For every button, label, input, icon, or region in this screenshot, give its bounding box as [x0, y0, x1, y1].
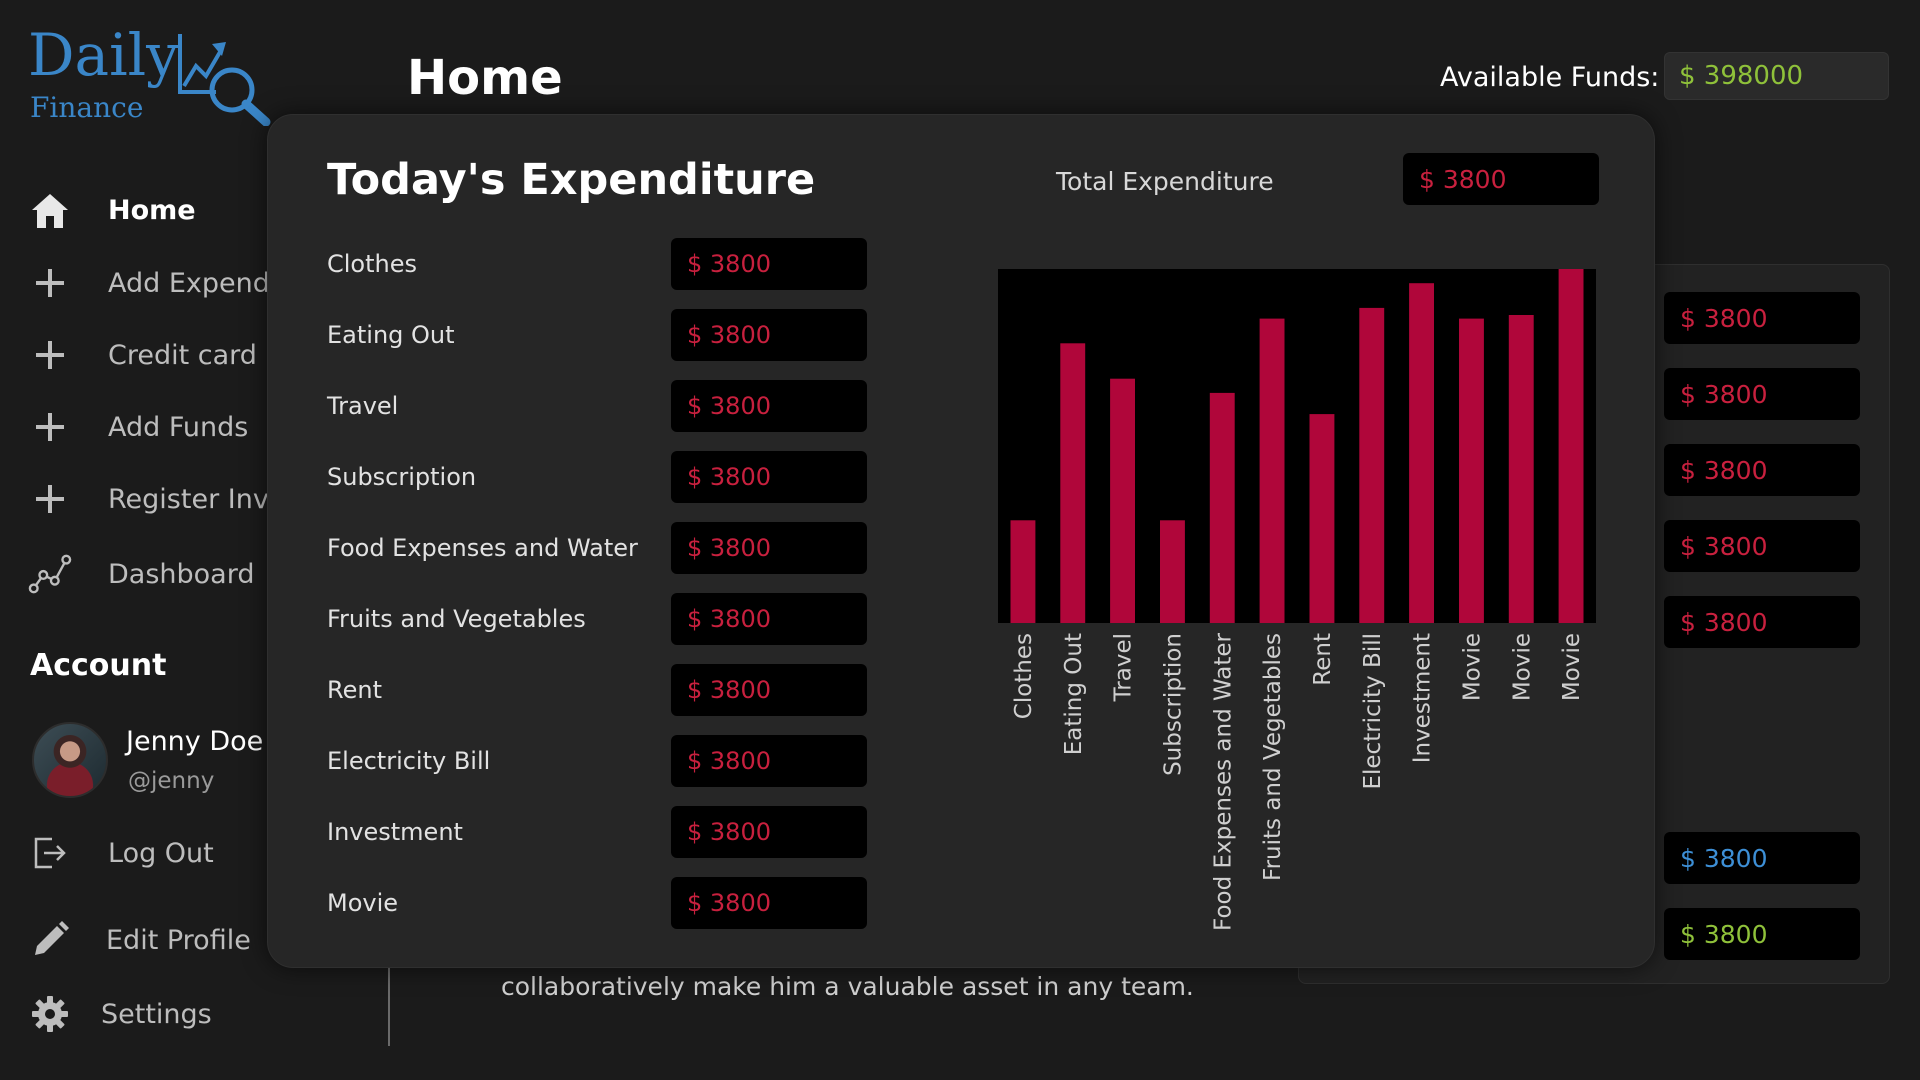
- user-handle: @jenny: [128, 768, 215, 794]
- page-title: Home: [407, 50, 563, 106]
- expense-value-travel: $ 3800: [671, 380, 867, 432]
- expense-value-clothes: $ 3800: [671, 238, 867, 290]
- plus-icon: [28, 405, 72, 449]
- user-name: Jenny Doe: [126, 726, 264, 757]
- sidebar-item-label: Log Out: [108, 837, 214, 869]
- sidebar-item-label: Credit card E: [108, 339, 283, 371]
- chart-bar[interactable]: [1209, 392, 1235, 623]
- chart-bar[interactable]: [1259, 318, 1285, 623]
- sidebar-item-dashboard[interactable]: Dashboard: [28, 549, 254, 599]
- chart-bar[interactable]: [1409, 283, 1434, 623]
- chart-bar[interactable]: [1508, 315, 1534, 623]
- account-section-title: Account: [30, 648, 167, 683]
- chart-x-tick-label: Food Expenses and Water: [1210, 632, 1236, 930]
- chart-line-icon: [28, 552, 72, 596]
- chart-bar[interactable]: [1110, 378, 1135, 623]
- background-amount-box: $ 3800: [1664, 368, 1860, 420]
- expense-label-clothes: Clothes: [327, 250, 417, 278]
- avatar[interactable]: [32, 722, 108, 798]
- background-amount-box: $ 3800: [1664, 832, 1860, 884]
- expense-value-investment: $ 3800: [671, 806, 867, 858]
- sidebar-item-label: Dashboard: [108, 558, 255, 590]
- chart-x-tick-label: Investment: [1410, 633, 1436, 763]
- sidebar-item-logout[interactable]: Log Out: [28, 828, 214, 878]
- chart-x-tick-label: Travel: [1111, 633, 1137, 702]
- chart-plot-area: [998, 269, 1596, 623]
- app-logo[interactable]: Daily Finance: [28, 26, 278, 126]
- expense-value-movie: $ 3800: [671, 877, 867, 929]
- background-amount-box: $ 3800: [1664, 596, 1860, 648]
- plus-icon: [28, 261, 72, 305]
- chart-bar[interactable]: [1459, 318, 1484, 623]
- expense-label-subscription: Subscription: [327, 463, 477, 491]
- modal-title: Today's Expenditure: [327, 155, 816, 205]
- divider: [388, 960, 390, 1046]
- gear-icon: [28, 992, 72, 1036]
- chart-bar[interactable]: [1160, 520, 1185, 623]
- finance-search-icon: [178, 34, 271, 126]
- expense-value-electricity-bill: $ 3800: [671, 735, 867, 787]
- expense-value-rent: $ 3800: [671, 664, 867, 716]
- chart-x-tick-label: Movie: [1509, 633, 1535, 701]
- chart-x-tick-label: Subscription: [1160, 633, 1186, 776]
- sidebar-item-label: Add Funds: [108, 411, 249, 443]
- available-funds-label: Available Funds:: [1440, 62, 1660, 93]
- expense-label-travel: Travel: [327, 392, 399, 420]
- background-amount-box: $ 3800: [1664, 908, 1860, 960]
- sidebar-item-home[interactable]: Home: [28, 185, 196, 235]
- chart-bar[interactable]: [1359, 307, 1385, 623]
- chart-x-tick-label: Movie: [1459, 633, 1485, 701]
- expense-value-fruits-vegetables: $ 3800: [671, 593, 867, 645]
- sidebar-item-label: Edit Profile: [106, 924, 251, 956]
- sidebar-item-settings[interactable]: Settings: [28, 989, 212, 1039]
- background-amount-box: $ 3800: [1664, 520, 1860, 572]
- chart-x-tick-label: Movie: [1559, 633, 1585, 701]
- plus-icon: [28, 477, 72, 521]
- expense-label-rent: Rent: [327, 676, 382, 704]
- expense-label-fruits-vegetables: Fruits and Vegetables: [327, 605, 586, 633]
- background-amount-box: $ 3800: [1664, 292, 1860, 344]
- chart-x-tick-label: Clothes: [1011, 633, 1037, 719]
- sidebar-item-register-investment[interactable]: Register Inve: [28, 474, 285, 524]
- expense-label-movie: Movie: [327, 889, 399, 917]
- expense-value-eating-out: $ 3800: [671, 309, 867, 361]
- chart-x-tick-label: Electricity Bill: [1360, 633, 1386, 790]
- logo-text-daily: Daily: [28, 21, 179, 89]
- expense-label-investment: Investment: [327, 818, 463, 846]
- home-icon: [28, 188, 72, 232]
- sidebar-item-label: Settings: [101, 998, 212, 1030]
- sidebar-item-label: Add Expendi: [108, 267, 278, 299]
- todays-expenditure-modal: Today's Expenditure Total Expenditure $ …: [267, 114, 1655, 968]
- sidebar-item-add-expenditure[interactable]: Add Expendi: [28, 258, 277, 308]
- expenditure-bar-chart: Clothes Eating Out Travel Subscription Food …: [998, 269, 1596, 931]
- logout-icon: [28, 831, 72, 875]
- chart-bar[interactable]: [1309, 414, 1335, 623]
- sidebar-item-label: Register Inve: [108, 483, 286, 515]
- plus-icon: [28, 333, 72, 377]
- background-amount-box: $ 3800: [1664, 444, 1860, 496]
- chart-x-tick-label: Eating Out: [1061, 633, 1087, 755]
- available-funds-value: $ 398000: [1664, 52, 1889, 100]
- sidebar-item-edit-profile[interactable]: Edit Profile: [28, 915, 251, 965]
- sidebar-item-credit-card[interactable]: Credit card E: [28, 330, 283, 380]
- expense-value-food-expenses: $ 3800: [671, 522, 867, 574]
- chart-x-tick-label: Rent: [1310, 633, 1336, 686]
- total-expenditure-label: Total Expenditure: [1056, 167, 1274, 196]
- sidebar-item-label: Home: [108, 194, 196, 226]
- chart-bar[interactable]: [1010, 520, 1036, 623]
- sidebar-item-add-funds[interactable]: Add Funds: [28, 402, 248, 452]
- chart-x-tick-label: Fruits and Vegetables: [1260, 633, 1286, 881]
- total-expenditure-value: $ 3800: [1403, 153, 1599, 205]
- expense-label-electricity-bill: Electricity Bill: [327, 747, 491, 775]
- chart-bar[interactable]: [1060, 343, 1086, 623]
- background-description-text: collaboratively make him a valuable asse…: [501, 972, 1194, 1001]
- expense-value-subscription: $ 3800: [671, 451, 867, 503]
- pencil-icon: [28, 918, 72, 962]
- expense-label-eating-out: Eating Out: [327, 321, 455, 349]
- expense-label-food-expenses: Food Expenses and Water: [327, 534, 638, 562]
- logo-text-finance: Finance: [30, 91, 144, 124]
- chart-bar[interactable]: [1558, 269, 1584, 623]
